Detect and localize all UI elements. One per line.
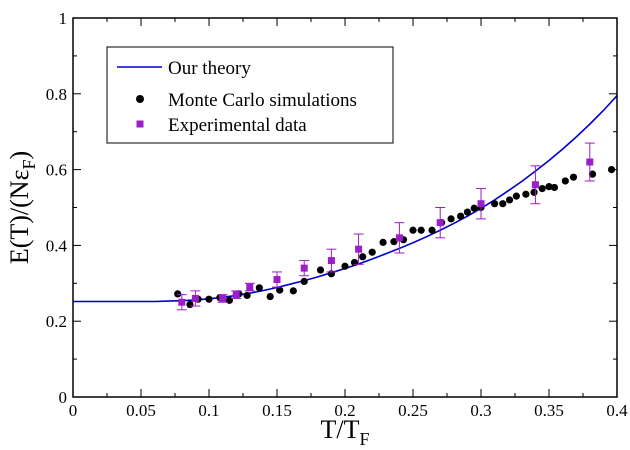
experimental-point — [327, 257, 335, 265]
monte-carlo-point — [569, 173, 578, 181]
experimental-point — [191, 294, 199, 302]
monte-carlo-point — [368, 248, 376, 256]
monte-carlo-point — [463, 208, 471, 216]
monte-carlo-point — [588, 170, 597, 178]
x-tick-label: 0.15 — [262, 401, 292, 420]
monte-carlo-point — [530, 188, 538, 196]
legend-theory-label: Our theory — [168, 58, 251, 79]
y-axis-label: E(T)/(NεF) — [5, 151, 39, 264]
y-tick-label: 0.8 — [46, 85, 67, 104]
monte-carlo-point — [390, 238, 398, 246]
x-axis-label-main: T/T — [320, 415, 359, 444]
axis-ticks: 0 0.05 0.1 0.15 0.2 0.25 0.3 0.35 0.4 0 0.2 0.4 0.6 0… — [46, 9, 628, 420]
monte-carlo-point — [350, 258, 359, 267]
x-tick-label: 0.3 — [470, 401, 491, 420]
monte-carlo-point — [428, 226, 436, 234]
experimental-point — [246, 283, 254, 291]
x-tick-label: 0 — [69, 401, 78, 420]
experimental-point — [355, 245, 363, 253]
monte-carlo-point — [243, 291, 251, 300]
monte-carlo-point — [512, 192, 520, 200]
experimental-point — [477, 200, 485, 208]
monte-carlo-point — [266, 292, 274, 301]
y-tick-label: 0 — [59, 388, 68, 407]
monte-carlo-point — [341, 262, 349, 270]
monte-carlo-point — [538, 184, 546, 193]
monte-carlo-point — [316, 266, 325, 274]
experimental-point — [300, 264, 308, 272]
x-tick-label: 0.4 — [606, 401, 628, 420]
experimental-point — [436, 219, 444, 227]
monte-carlo-point — [499, 200, 507, 208]
y-tick-label: 0.2 — [46, 312, 67, 331]
monte-carlo-point — [300, 277, 308, 286]
legend: Our theory Monte Carlo simulations Exper… — [106, 46, 394, 144]
plot-content — [73, 95, 618, 311]
x-tick-label: 0.2 — [334, 401, 355, 420]
x-axis-label-subscript: F — [359, 429, 369, 449]
monte-carlo-point — [276, 286, 284, 294]
monte-carlo-point — [447, 215, 455, 223]
x-tick-label: 0.05 — [126, 401, 156, 420]
monte-carlo-point — [522, 190, 530, 198]
y-tick-label: 0.6 — [46, 161, 67, 180]
experimental-point — [178, 298, 186, 306]
monte-carlo-point — [561, 177, 569, 185]
experimental-point — [586, 158, 594, 166]
experimental-point — [273, 276, 281, 284]
monte-carlo-point — [186, 300, 194, 309]
monte-carlo-point — [205, 295, 213, 303]
legend-experimental-swatch — [136, 120, 144, 128]
experimental-point — [395, 234, 403, 242]
monte-carlo-point — [289, 287, 297, 295]
experimental-point — [531, 181, 539, 189]
x-tick-label: 0.25 — [398, 401, 428, 420]
monte-carlo-point — [491, 200, 499, 208]
y-axis-label-subscript: F — [19, 160, 39, 170]
monte-carlo-point — [379, 238, 387, 246]
y-axis-label-main: E(T)/(Nε — [5, 169, 34, 264]
x-tick-label: 0.1 — [198, 401, 219, 420]
monte-carlo-point — [174, 290, 182, 298]
monte-carlo-point — [545, 183, 553, 191]
x-axis-label: T/TF — [320, 415, 369, 449]
monte-carlo-point — [505, 196, 514, 204]
monte-carlo-point — [225, 296, 233, 304]
experimental-point — [219, 294, 227, 302]
monte-carlo-point — [417, 226, 425, 234]
legend-monte-carlo-label: Monte Carlo simulations — [168, 90, 357, 111]
y-tick-label: 0.4 — [46, 236, 68, 255]
monte-carlo-point — [255, 284, 263, 292]
monte-carlo-point — [457, 212, 465, 220]
monte-carlo-point — [550, 183, 559, 192]
y-axis-label-close: ) — [5, 151, 34, 160]
monte-carlo-point — [409, 226, 417, 234]
y-tick-label: 1 — [59, 9, 68, 28]
monte-carlo-point — [470, 204, 478, 212]
experimental-point — [232, 291, 240, 299]
monte-carlo-point — [359, 253, 367, 261]
legend-monte-carlo-swatch — [136, 95, 144, 103]
x-tick-label: 0.35 — [534, 401, 564, 420]
legend-experimental-label: Experimental data — [168, 115, 307, 136]
legend-box — [106, 46, 394, 144]
